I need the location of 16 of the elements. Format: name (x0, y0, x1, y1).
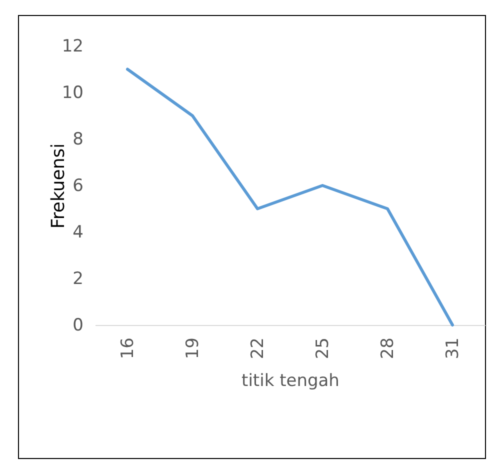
y-tick-label: 10 (62, 83, 84, 103)
line-series (126, 68, 454, 326)
y-tick-label: 6 (72, 176, 84, 196)
y-tick-label: 0 (72, 316, 84, 336)
y-axis-title: Frekuensi (48, 143, 69, 229)
y-tick-label: 12 (62, 36, 84, 56)
y-tick-label: 4 (72, 222, 84, 242)
y-tick-label: 8 (72, 130, 84, 150)
x-tick-label: 25 (313, 338, 333, 360)
x-tick-label: 16 (118, 338, 138, 360)
y-tick-label: 2 (72, 269, 84, 289)
x-tick-label: 22 (248, 338, 268, 360)
x-axis-title: titik tengah (242, 371, 340, 392)
x-tick-label: 31 (443, 338, 463, 360)
x-tick-label: 19 (183, 338, 203, 360)
x-tick-label: 28 (378, 338, 398, 360)
